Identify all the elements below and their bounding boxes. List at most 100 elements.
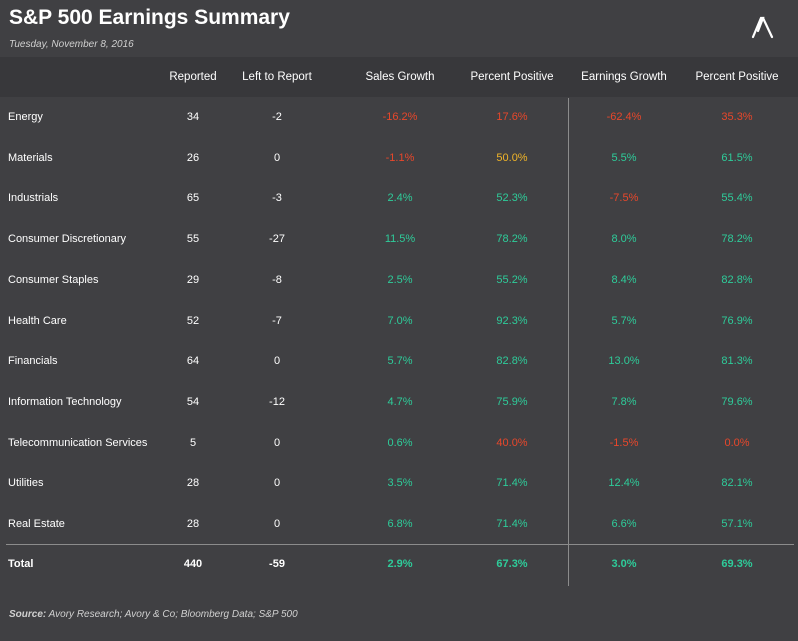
sales-growth-value: 2.4% [387,192,413,205]
reported-value: 26 [186,151,200,164]
sales-percent-positive-value: 71.4% [496,518,528,530]
reported-value: 29 [186,273,200,286]
table-row: Real Estate 28 0 6.8% 71.4% 6.6% 57.1% [0,515,798,535]
sector-label: Consumer Staples [8,273,99,286]
sales-percent-positive-value: 71.4% [496,477,528,490]
sales-percent-positive-value: 75.9% [496,395,528,408]
column-divider [568,98,569,586]
earnings-growth-value: -7.5% [609,192,639,205]
sales-growth-value: 4.7% [387,395,413,408]
sector-label: Materials [8,151,53,164]
earnings-percent-positive-value: 35.3% [721,111,753,123]
left-to-report-value: -27 [269,233,285,246]
earnings-growth-value: 3.0% [611,558,637,570]
sales-percent-positive-value: 78.2% [496,233,528,246]
left-to-report-value: -8 [272,273,282,286]
sector-label: Telecommunication Services [8,436,148,449]
earnings-growth-value: 5.7% [611,314,637,327]
left-to-report-value: 0 [273,436,281,449]
earnings-growth-value: 6.6% [611,518,637,530]
header-sales-growth: Sales Growth [365,71,435,83]
table-row: Materials 26 0 -1.1% 50.0% 5.5% 61.5% [0,149,798,169]
earnings-percent-positive-value: 61.5% [721,151,753,164]
table-row: Financials 64 0 5.7% 82.8% 13.0% 81.3% [0,352,798,372]
sales-growth-value: 7.0% [387,314,413,327]
table-row: Industrials 65 -3 2.4% 52.3% -7.5% 55.4% [0,189,798,209]
earnings-growth-value: 8.0% [611,233,637,246]
reported-value: 64 [186,355,200,368]
table-row: Consumer Staples 29 -8 2.5% 55.2% 8.4% 82.8% [0,271,798,291]
report-date: Tuesday, November 8, 2016 [9,39,134,50]
left-to-report-value: 0 [273,477,281,490]
sector-label: Total [8,558,34,570]
earnings-percent-positive-value: 76.9% [721,314,753,327]
table-row: Health Care 52 -7 7.0% 92.3% 5.7% 76.9% [0,312,798,332]
total-row: Total 440 -59 2.9% 67.3% 3.0% 69.3% [0,555,798,575]
sales-growth-value: 0.6% [387,436,413,449]
earnings-percent-positive-value: 57.1% [721,518,753,530]
earnings-percent-positive-value: 79.6% [721,395,753,408]
sales-percent-positive-value: 50.0% [496,151,528,164]
page-title: S&P 500 Earnings Summary [9,6,290,29]
sector-label: Financials [8,355,58,368]
sales-percent-positive-value: 67.3% [496,558,528,570]
table-header [0,57,798,97]
left-to-report-value: 0 [273,518,281,530]
sales-growth-value: 5.7% [387,355,413,368]
left-to-report-value: -12 [269,395,285,408]
reported-value: 52 [186,314,200,327]
earnings-growth-value: -1.5% [609,436,639,449]
table-row: Utilities 28 0 3.5% 71.4% 12.4% 82.1% [0,474,798,494]
sector-label: Consumer Discretionary [8,233,126,246]
earnings-percent-positive-value: 0.0% [724,436,750,449]
sales-percent-positive-value: 92.3% [496,314,528,327]
sales-percent-positive-value: 55.2% [496,273,528,286]
reported-value: 55 [186,233,200,246]
left-to-report-value: -3 [272,192,282,205]
header-sales-percent-positive: Percent Positive [470,71,554,83]
earnings-growth-value: 13.0% [608,355,640,368]
sector-label: Real Estate [8,518,65,530]
source-text: Avory Research; Avory & Co; Bloomberg Da… [48,609,298,620]
sector-label: Industrials [8,192,59,205]
table-row: Telecommunication Services 5 0 0.6% 40.0% -1.… [0,434,798,454]
table-row: Information Technology 54 -12 4.7% 75.9% 7.8%… [0,393,798,413]
sales-growth-value: 2.9% [387,558,413,570]
earnings-percent-positive-value: 69.3% [721,558,753,570]
sales-growth-value: 3.5% [387,477,413,490]
reported-value: 65 [186,192,200,205]
sales-percent-positive-value: 82.8% [496,355,528,368]
left-to-report-value: -59 [269,558,285,570]
sales-growth-value: 2.5% [387,273,413,286]
left-to-report-value: -2 [272,111,282,123]
earnings-growth-value: -62.4% [606,111,642,123]
source-label: Source: [9,609,47,620]
earnings-percent-positive-value: 82.1% [721,477,753,490]
earnings-percent-positive-value: 82.8% [721,273,753,286]
sales-growth-value: 6.8% [387,518,413,530]
reported-value: 34 [186,111,200,123]
header-earnings-percent-positive: Percent Positive [695,71,779,83]
header-reported: Reported [169,71,217,83]
reported-value: 5 [189,436,197,449]
sales-growth-value: 11.5% [384,233,416,246]
reported-value: 440 [183,558,203,570]
earnings-percent-positive-value: 55.4% [721,192,753,205]
left-to-report-value: 0 [273,151,281,164]
reported-value: 28 [186,518,200,530]
sector-label: Information Technology [8,395,122,408]
reported-value: 28 [186,477,200,490]
earnings-growth-value: 8.4% [611,273,637,286]
table-row: Energy 34 -2 -16.2% 17.6% -62.4% 35.3% [0,108,798,128]
sales-growth-value: -16.2% [382,111,418,123]
earnings-percent-positive-value: 81.3% [721,355,753,368]
header-earnings-growth: Earnings Growth [581,71,667,83]
reported-value: 54 [186,395,200,408]
sales-growth-value: -1.1% [385,151,415,164]
sector-label: Energy [8,111,43,123]
earnings-growth-value: 5.5% [611,151,637,164]
table-row: Consumer Discretionary 55 -27 11.5% 78.2% 8.0… [0,230,798,250]
earnings-growth-value: 7.8% [611,395,637,408]
sales-percent-positive-value: 52.3% [496,192,528,205]
sector-label: Utilities [8,477,44,490]
